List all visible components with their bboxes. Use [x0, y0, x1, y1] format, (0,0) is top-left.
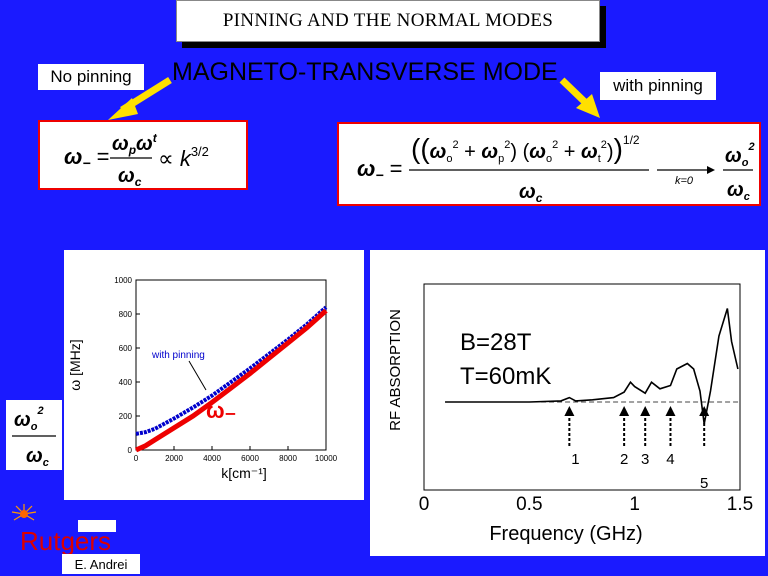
rutgers-logo-svg: Rutgers: [11, 504, 116, 556]
x-tick-label: 0.5: [516, 494, 542, 515]
x-tick-label: 6000: [241, 454, 259, 463]
sun-core: [20, 510, 28, 518]
title-box: PINNING AND THE NORMAL MODES: [176, 0, 600, 42]
x-tick-label: 2000: [165, 454, 183, 463]
right-yellow-arrow: [559, 77, 600, 118]
peak-arrowhead: [665, 406, 676, 416]
x-tick-label: 0: [134, 454, 139, 463]
y-tick-label: 1000: [114, 276, 132, 285]
peak-arrowhead: [619, 406, 630, 416]
formula-with-pinning-svg: ω− = ((ωo2 + ωp2) (ωo2 + ωt2))1/2 ωc k=0…: [357, 133, 755, 205]
limit-text: k=0: [675, 175, 694, 187]
side-formula: ωo2 ωc: [6, 400, 62, 470]
absorption-chart: 0 0.5 1 1.5 B=28T T=60mK 1 2 3 4 5 RF ABSORPTION Fre…: [387, 283, 753, 545]
x-tick-label: 4000: [203, 454, 221, 463]
peak-label: 2: [620, 451, 628, 468]
peak-arrowhead: [640, 406, 651, 416]
dispersion-chart-panel: 0 200 400 600 800 1000 0 2000 4000 6000 8000 10000 ω…: [64, 250, 364, 500]
y-tick-label: 400: [119, 378, 133, 387]
formula-with-pinning: ω− = ((ωo2 + ωp2) (ωo2 + ωt2))1/2 ωc k=0…: [337, 122, 761, 206]
plot-frame: [423, 283, 741, 491]
formula2-numerator: ((ωo2 + ωp2) (ωo2 + ωt2))1/2: [411, 133, 640, 165]
rutgers-logo-text: Rutgers: [20, 526, 111, 556]
logo-white-strip: [78, 520, 116, 532]
x-axis-label: Frequency (GHz): [489, 523, 642, 545]
with-pinning-label-box: with pinning: [600, 72, 716, 100]
series-line-with-pinning: [135, 305, 328, 436]
peak-arrowhead: [699, 406, 710, 416]
side-formula-den: ωc: [26, 445, 49, 469]
annotation-omega-minus: ω₋: [206, 398, 236, 423]
author-name: E. Andrei: [74, 556, 128, 572]
peak-label: 4: [666, 451, 674, 468]
no-pinning-label-box: No pinning: [38, 64, 144, 90]
slide-title: PINNING AND THE NORMAL MODES: [222, 10, 554, 31]
annotation-temperature: T=60mK: [460, 363, 551, 390]
absorption-trace: [445, 308, 739, 425]
formula-numerator: ωpωt: [112, 131, 158, 157]
peak-label: 5: [700, 475, 708, 492]
annotation-box: [454, 322, 576, 392]
x-tick-label: 8000: [279, 454, 297, 463]
peak-label: 3: [641, 451, 649, 468]
x-tick-label: 1.5: [727, 494, 753, 515]
author-box: E. Andrei: [62, 554, 140, 574]
formula-relation: ∝ k3/2: [158, 144, 209, 171]
formula2-result-den: ωc: [727, 179, 750, 203]
y-tick-label: 200: [119, 412, 133, 421]
annotation-field: B=28T: [460, 329, 532, 356]
y-tick-label: 0: [128, 446, 133, 455]
x-tick-label: 10000: [315, 454, 338, 463]
rutgers-logo: Rutgers: [0, 502, 130, 562]
formula-denominator: ωc: [118, 165, 142, 188]
x-tick-label: 1: [629, 494, 640, 515]
formula-no-pinning: ω− = ωpωt ωc ∝ k3/2: [38, 120, 248, 190]
left-yellow-arrow: [108, 77, 172, 120]
formula2-denominator: ωc: [519, 181, 543, 204]
mode-title: MAGNETO-TRANSVERSE MODE: [172, 58, 558, 86]
side-formula-num: ωo2: [14, 405, 44, 433]
peak-label: 1: [571, 451, 579, 468]
formula2-lhs: ω− =: [357, 156, 403, 183]
formula2-result-num: ωo2: [725, 141, 755, 169]
annotation-with-pinning: with pinning: [151, 350, 205, 361]
x-axis-label: k[cm⁻¹]: [221, 465, 267, 481]
formula-no-pinning-svg: ω− = ωpωt ωc ∝ k3/2: [64, 131, 209, 189]
x-tick-label: 0: [419, 494, 430, 515]
series-line-no-pinning: [134, 308, 328, 453]
y-axis-label: RF ABSORPTION: [387, 309, 404, 431]
annotation-leader: [188, 360, 207, 391]
y-tick-label: 600: [119, 344, 133, 353]
no-pinning-label: No pinning: [50, 67, 132, 86]
peak-arrowhead: [564, 406, 575, 416]
side-formula-svg: ωo2 ωc: [12, 405, 56, 469]
absorption-chart-panel: 0 0.5 1 1.5 B=28T T=60mK 1 2 3 4 5 RF ABSORPTION Fre…: [370, 250, 765, 556]
y-tick-label: 800: [119, 310, 133, 319]
formula-lhs: ω− =: [64, 144, 110, 171]
y-axis-label: ω [MHz]: [67, 339, 83, 390]
plot-frame: [135, 279, 327, 451]
with-pinning-label: with pinning: [613, 76, 703, 95]
